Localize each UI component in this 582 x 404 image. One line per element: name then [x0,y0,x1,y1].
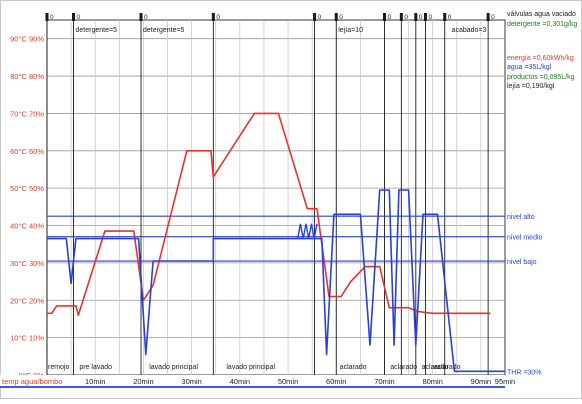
valve-marker [382,13,386,21]
valve-marker [423,13,427,21]
y-tick-label: 80°C 80% [10,72,44,81]
y-tick-label: 40°C 40% [10,222,44,231]
y-tick-label: 90°C 90% [10,35,44,44]
phase-label: aclarado [390,364,417,371]
phase-label: pre lavado [79,364,112,371]
phase-label: lavado principal [226,364,275,371]
thr-label: THR =30% [507,369,541,376]
valve-marker [139,13,143,21]
x-tick-label: 40min [230,377,250,386]
x-tick-label: 50min [278,377,298,386]
x-tick-label: 10min [85,377,105,386]
valve-state-label: 0 [216,14,220,21]
valve-marker [45,13,49,21]
x-tick-label: 20min [133,377,153,386]
valve-state-label: 0 [404,14,408,21]
valve-state-label: 0 [428,14,432,21]
x-tick-label: 30min [181,377,201,386]
valve-marker [399,13,403,21]
legend-entry: agua =35L/kgl [507,64,552,71]
water-level-label: nivel alto [507,214,535,221]
dosing-step-label: lejía=10 [338,27,363,34]
valve-state-label: 0 [387,14,391,21]
phase-label: remojo [48,364,70,371]
plot-area [46,19,506,376]
dosing-step-label: acabado=3 [452,27,487,34]
legend-entry: lejía =0,190/kgl [507,83,555,90]
temperature-series-line [47,112,491,316]
legend-entry: válvulas agua vaciado [507,11,576,18]
x-tick-label: 95min [495,377,515,386]
y-tick-label: 20°C 20% [10,296,44,305]
phase-label: aclarado [422,364,449,371]
dosing-step-label: detergente=5 [143,27,185,34]
y-tick-label: 10°C 10% [10,334,44,343]
x-tick-label: 80min [422,377,442,386]
x-axis-prefix: temp agua/bombo [2,377,62,386]
y-tick-label: 50°C 50% [10,184,44,193]
x-tick-label: 60min [326,377,346,386]
valve-state-label: 0 [339,14,343,21]
valve-state-label: 0 [50,14,54,21]
valve-state-label: 0 [491,14,495,21]
phase-label: lavado principal [149,364,198,371]
x-tick-label: 90min [471,377,491,386]
x-tick-label: 70min [374,377,394,386]
valve-state-label: 0 [448,14,452,21]
valve-state-label: 0 [318,14,322,21]
valve-marker [211,13,215,21]
water-level-series-line [47,189,472,373]
y-tick-label: 30°C 30% [10,259,44,268]
valve-marker [72,13,76,21]
water-level-label: nivel bajo [507,259,537,266]
y-tick-label: 60°C 60% [10,147,44,156]
legend-entry: energía =0,60kWh/kg [507,55,574,62]
valve-marker [334,13,338,21]
drum-rotation-ripple [297,223,318,239]
phase-label: aclarado [340,364,367,371]
dosing-step-label: detergente=5 [76,27,118,34]
phase-label: aclarado [434,364,461,371]
valve-marker [414,13,418,21]
legend-entry: productos =0,095L/kg [507,74,575,81]
legend-entry: detergente =0,301g/kg [507,21,577,28]
valve-marker [313,13,317,21]
valve-state-label: 0 [77,14,81,21]
valve-state-label: 0 [144,14,148,21]
valve-state-label: 0 [419,14,423,21]
valve-marker [443,13,447,21]
x-axis-band [0,375,505,387]
y-tick-label: 70°C 70% [10,109,44,118]
valve-marker [486,13,490,21]
water-level-label: nivel medio [507,235,543,242]
